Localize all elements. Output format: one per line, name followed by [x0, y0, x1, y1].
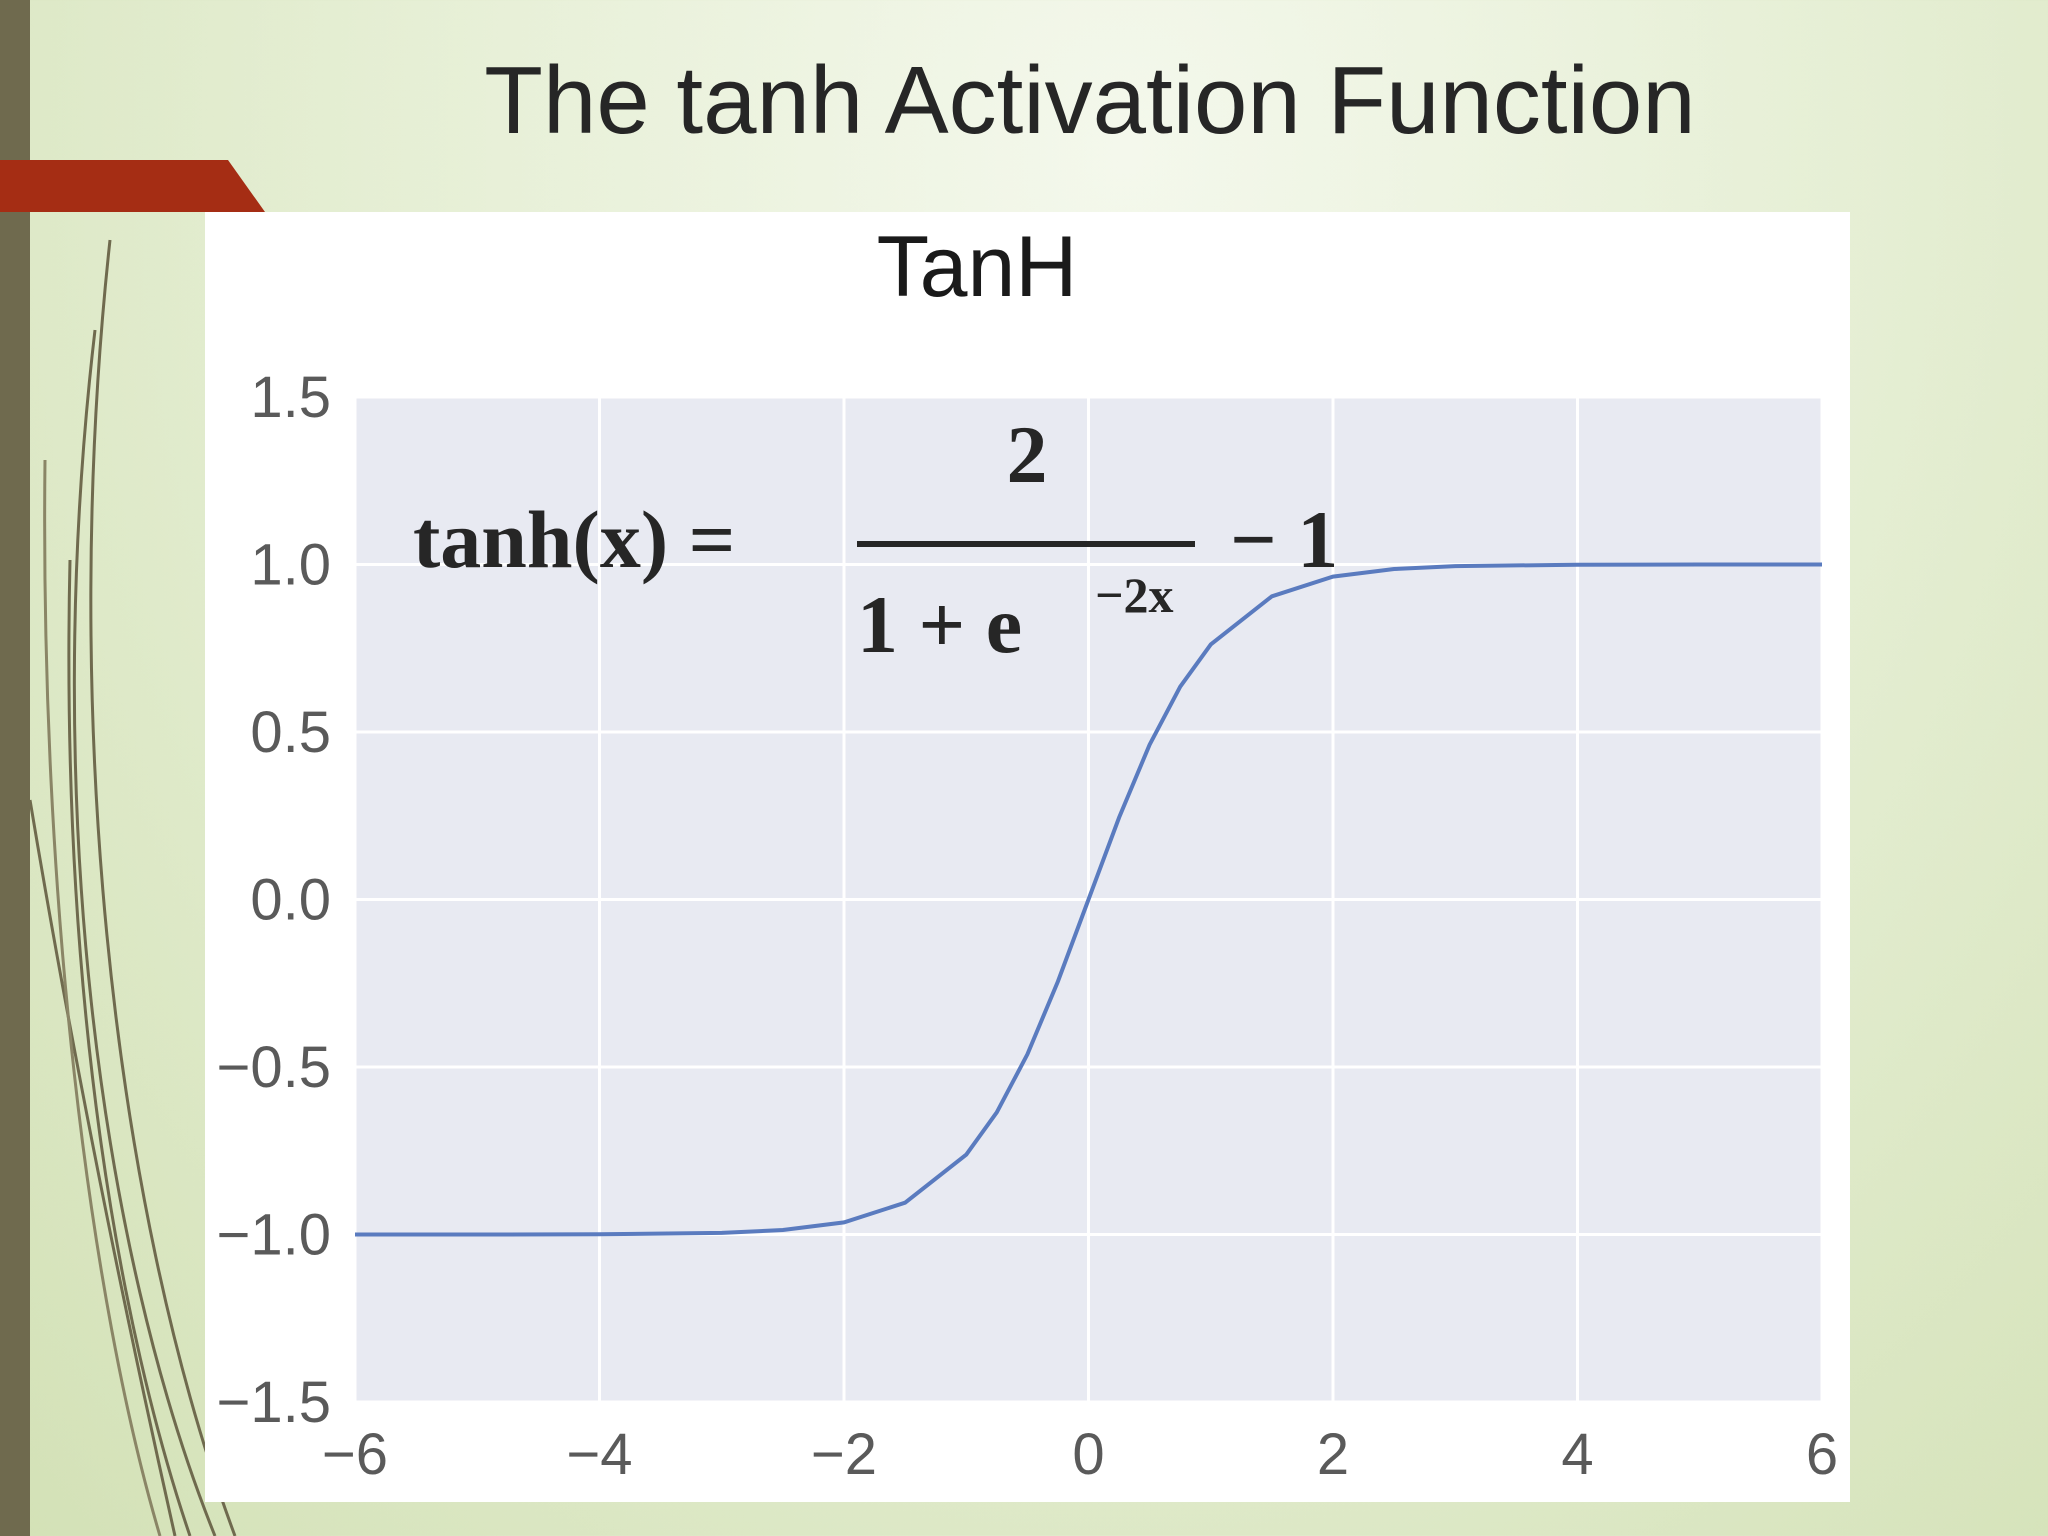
chart-panel: TanH −6 −4 −2 0 2 4 6 −1.5 −1.0 −0.5 0.0 0.5 1.0 1.5 …: [205, 212, 1850, 1502]
decorative-curves: [28, 239, 237, 1536]
x-tick-label: −6: [322, 1422, 388, 1487]
slide-title: The tanh Activation Function: [484, 47, 1696, 154]
y-tick-label: 0.5: [250, 700, 331, 765]
y-tick-label: 0.0: [250, 868, 331, 933]
x-tick-label: 0: [1072, 1422, 1104, 1487]
formula-annotation: tanh(x) = 2 1 + e −2x − 1: [413, 409, 1338, 670]
y-tick-label: −1.5: [217, 1370, 332, 1435]
x-tick-label: 4: [1561, 1422, 1593, 1487]
formula-numerator: 2: [1007, 409, 1048, 500]
chart-title: TanH: [877, 219, 1078, 315]
x-tick-label: 2: [1317, 1422, 1349, 1487]
formula-exponent: −2x: [1095, 567, 1174, 623]
left-accent-bar: [0, 0, 30, 1536]
y-tick-label: −1.0: [217, 1203, 332, 1268]
y-tick-label: −0.5: [217, 1035, 332, 1100]
tanh-curve: [355, 562, 1822, 1237]
x-tick-label: −2: [811, 1422, 877, 1487]
x-tick-label: −4: [566, 1422, 632, 1487]
formula-lhs: tanh(x) =: [413, 494, 735, 585]
red-accent-tab: [0, 160, 265, 212]
formula-tail: − 1: [1230, 494, 1338, 585]
y-tick-label: 1.5: [250, 365, 331, 430]
x-tick-label: 6: [1806, 1422, 1838, 1487]
tanh-chart: TanH −6 −4 −2 0 2 4 6−1.5−1.0−0.50.00.51.01.5 …: [217, 219, 1839, 1487]
formula-denominator: 1 + e: [857, 579, 1022, 670]
y-tick-label: 1.0: [250, 533, 331, 598]
tick-labels: −6 −4 −2 0 2 4 6 −1.5 −1.0 −0.5 0.0 0.5 1.0 1.5: [217, 365, 1839, 1487]
